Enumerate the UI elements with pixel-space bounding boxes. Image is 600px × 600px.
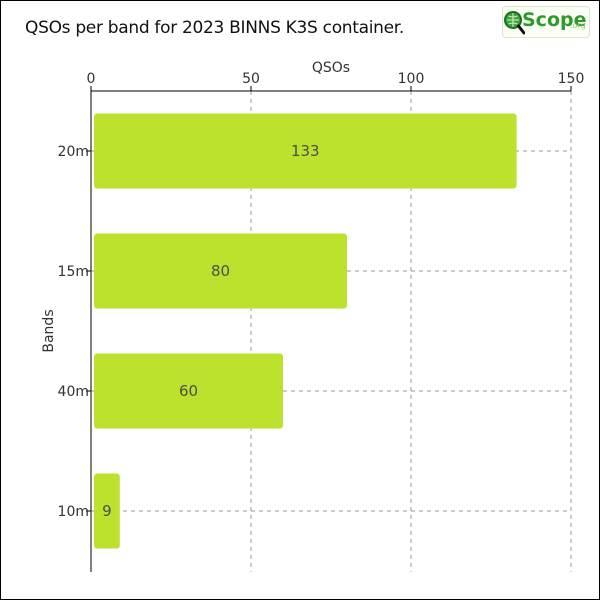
- x-tick-label: 0: [87, 71, 96, 87]
- logo-wordmark: Scope: [522, 9, 587, 31]
- magnifier-globe-icon: [504, 11, 525, 35]
- bars: 133 80 60 9: [94, 113, 517, 549]
- bar: [94, 473, 120, 549]
- bar-value-label: 80: [211, 262, 230, 280]
- x-tick-label: 50: [242, 71, 260, 87]
- bar-value-label: 9: [102, 502, 112, 520]
- logo-domain: .org: [570, 21, 586, 30]
- bar: [94, 113, 517, 189]
- chart-title: QSOs per band for 2023 BINNS K3S contain…: [25, 18, 405, 38]
- bar: [94, 233, 347, 309]
- x-tick-label: 100: [398, 71, 425, 87]
- y-tick-label: 10m: [58, 504, 89, 520]
- y-tick-label: 20m: [58, 144, 89, 160]
- qscope-logo: Scope .org: [502, 6, 590, 38]
- bar: [94, 353, 283, 429]
- x-tick-label: 150: [558, 71, 585, 87]
- y-axis-title: Bands: [41, 309, 57, 352]
- bar-value-label: 133: [291, 142, 320, 160]
- x-axis-title: QSOs: [312, 60, 350, 76]
- y-tick-label: 40m: [58, 384, 89, 400]
- axes: 0 50 100 150 20m 15m 40m 10m: [58, 71, 585, 572]
- bar-value-label: 60: [179, 382, 198, 400]
- y-tick-label: 15m: [58, 264, 89, 280]
